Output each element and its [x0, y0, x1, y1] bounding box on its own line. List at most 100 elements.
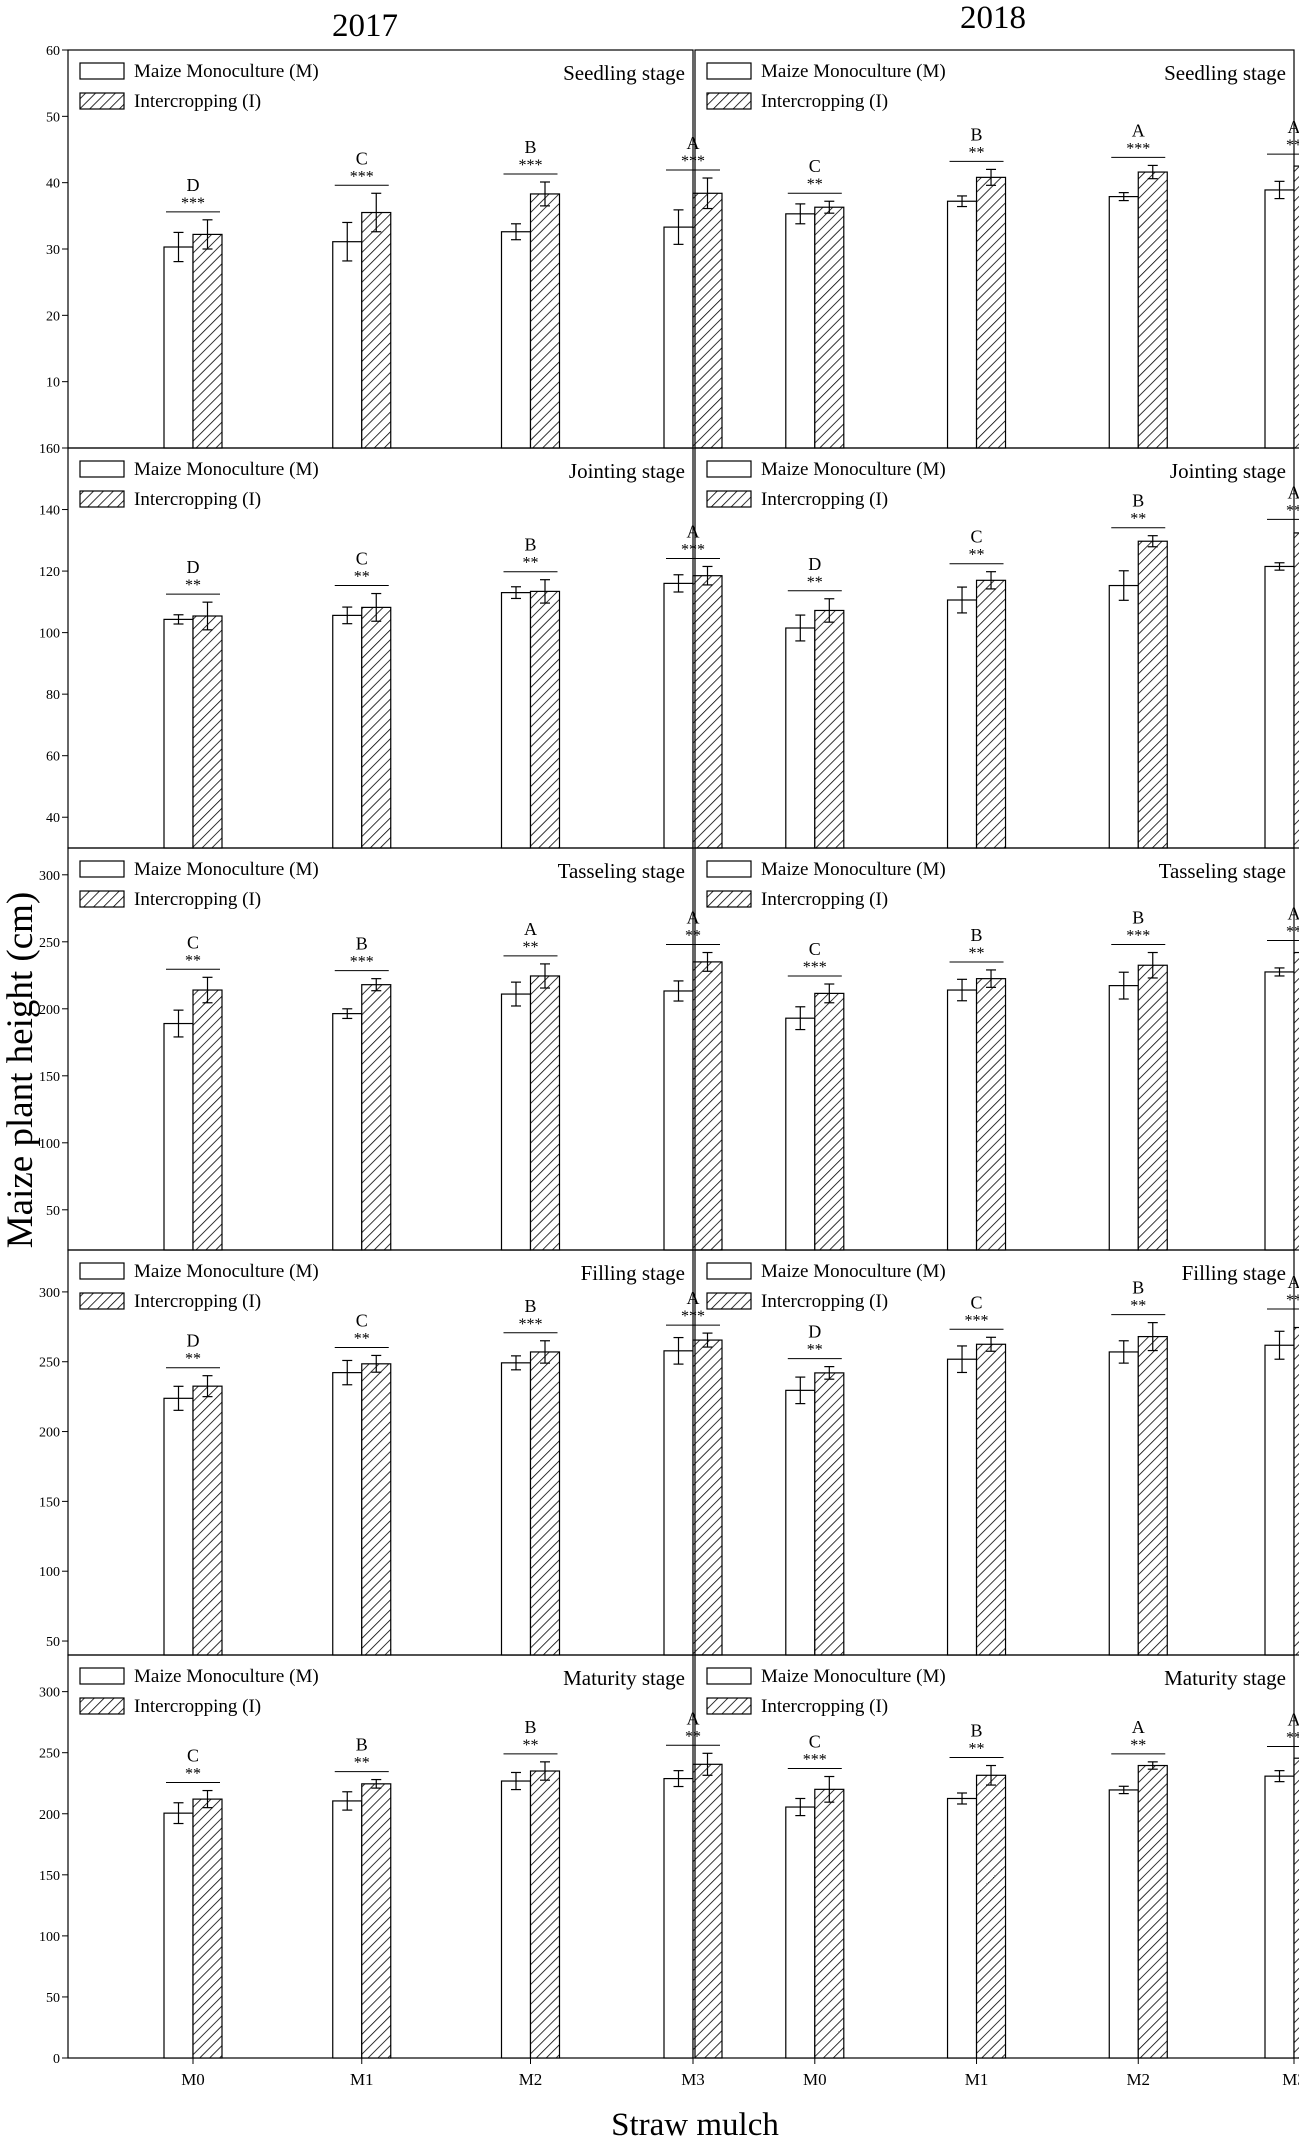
group-letter-M1: C — [356, 148, 368, 168]
bar-intercropping-M1 — [361, 1783, 392, 2059]
y-tick-label: 50 — [46, 1204, 60, 1219]
group-letter-M0: D — [187, 175, 200, 195]
legend-monoculture-label: Maize Monoculture (M) — [134, 859, 319, 880]
group-letter-M2: B — [1132, 908, 1144, 928]
significance-marker-M3: ** — [1286, 1730, 1299, 1747]
bar-monoculture-M2 — [500, 592, 532, 849]
group-letter-M3: A — [687, 1708, 700, 1728]
x-tick-label-M2: M2 — [519, 2070, 543, 2089]
bar-monoculture-M0 — [163, 1022, 194, 1251]
legend-intercropping-swatch — [79, 92, 125, 110]
legend-monoculture-label: Maize Monoculture (M) — [761, 1666, 946, 1687]
y-tick-label: 200 — [39, 1808, 60, 1823]
legend-monoculture-swatch — [706, 1667, 752, 1685]
bar-intercropping-M3 — [692, 1763, 723, 2059]
y-tick-label: 50 — [46, 1635, 60, 1650]
y-tick-label: 200 — [39, 1003, 60, 1018]
legend-intercropping-label: Intercropping (I) — [134, 489, 261, 510]
x-tick-label-M1: M1 — [965, 2070, 989, 2089]
legend-monoculture-swatch — [79, 1262, 125, 1280]
bar-monoculture-M1 — [946, 1797, 978, 2059]
bar-intercropping-M2 — [529, 193, 561, 449]
group-letter-M1: C — [356, 1310, 368, 1330]
bar-monoculture-M1 — [946, 599, 978, 849]
year-2018-title: 2018 — [960, 0, 1026, 36]
legend-intercropping-label: Intercropping (I) — [134, 91, 261, 112]
significance-marker-M2: *** — [1126, 140, 1150, 157]
significance-marker-M1: ** — [969, 547, 985, 564]
significance-marker-M0: ** — [185, 1766, 201, 1783]
bar-monoculture-M3 — [1264, 1775, 1295, 2059]
y-tick-label: 300 — [39, 1686, 60, 1701]
bar-intercropping-M0 — [192, 1385, 223, 1656]
significance-marker-M1: *** — [350, 954, 374, 971]
bar-monoculture-M2 — [1108, 1789, 1139, 2059]
group-letter-M2: B — [1132, 491, 1144, 511]
bar-monoculture-M2 — [500, 1780, 532, 2059]
bar-monoculture-M0 — [785, 1389, 816, 1656]
significance-marker-M2: ** — [523, 1737, 539, 1754]
x-tick-label-M0: M0 — [181, 2070, 205, 2089]
bar-intercropping-M1 — [975, 176, 1007, 449]
stage-label: Filling stage — [1182, 1261, 1286, 1285]
bar-intercropping-M0 — [814, 1788, 845, 2059]
x-tick-label-M1: M1 — [350, 2070, 374, 2089]
y-tick-label: 250 — [39, 936, 60, 951]
legend-monoculture-label: Maize Monoculture (M) — [761, 1261, 946, 1282]
bar-intercropping-M3 — [1293, 1757, 1299, 2059]
significance-marker-M0: ** — [807, 176, 823, 193]
significance-marker-M0: ** — [185, 577, 201, 594]
group-letter-M2: B — [524, 137, 536, 157]
bar-intercropping-M2 — [1137, 540, 1168, 849]
y-tick-label: 200 — [39, 1426, 60, 1441]
bar-monoculture-M0 — [785, 1806, 816, 2059]
panel-2017-4: 0 50 100 150 200 250 300 Maize Monoculture (M) I… — [39, 1654, 723, 2089]
stage-label: Maturity stage — [563, 1666, 685, 1690]
group-letter-M0: C — [809, 156, 821, 176]
bar-intercropping-M1 — [361, 1363, 392, 1656]
bar-monoculture-M0 — [163, 1397, 194, 1656]
bar-intercropping-M3 — [692, 961, 723, 1251]
legend-intercropping-label: Intercropping (I) — [761, 889, 888, 910]
year-2017-title: 2017 — [332, 8, 398, 44]
x-tick-label-M3: M3 — [1282, 2070, 1299, 2089]
significance-marker-M3: *** — [681, 541, 705, 558]
y-tick-label: 300 — [39, 869, 60, 884]
bar-intercropping-M3 — [1293, 165, 1299, 449]
significance-marker-M3: ** — [1286, 137, 1299, 154]
significance-marker-M3: ** — [685, 928, 701, 945]
significance-marker-M0: ** — [807, 574, 823, 591]
y-tick-label: 150 — [39, 1070, 60, 1085]
panel-2018-3: Maize Monoculture (M) Intercropping (I) Fi… — [694, 1249, 1299, 1656]
bar-intercropping-M2 — [529, 590, 561, 849]
legend-monoculture-swatch — [706, 460, 752, 478]
group-letter-M1: B — [356, 1735, 368, 1755]
bar-intercropping-M2 — [1137, 964, 1168, 1251]
y-tick-label: 140 — [39, 504, 60, 519]
bar-monoculture-M3 — [1264, 971, 1295, 1251]
significance-marker-M0: ** — [185, 1351, 201, 1368]
legend-intercropping-label: Intercropping (I) — [761, 1291, 888, 1312]
bar-monoculture-M2 — [1108, 1351, 1139, 1656]
significance-marker-M1: ** — [354, 1755, 370, 1772]
significance-marker-M2: *** — [519, 1316, 543, 1333]
bar-intercropping-M2 — [1137, 1335, 1168, 1656]
group-letter-M1: B — [971, 124, 983, 144]
bar-intercropping-M0 — [192, 1798, 223, 2059]
significance-marker-M1: *** — [350, 168, 374, 185]
group-letter-M3: A — [1288, 1272, 1299, 1292]
bar-intercropping-M2 — [529, 1770, 561, 2059]
panel-2017-3: 50 100 150 200 250 300 Maize Monoculture (M) In… — [39, 1249, 723, 1656]
panel-2018-4: Maize Monoculture (M) Intercropping (I) Ma… — [694, 1654, 1299, 2089]
bar-intercropping-M1 — [361, 984, 392, 1251]
bar-monoculture-M1 — [946, 989, 978, 1251]
legend-intercropping-swatch — [79, 890, 125, 908]
bar-intercropping-M1 — [361, 606, 392, 849]
bar-intercropping-M0 — [814, 206, 845, 449]
significance-marker-M1: *** — [965, 1312, 989, 1329]
legend-monoculture-swatch — [706, 62, 752, 80]
bar-monoculture-M0 — [163, 246, 194, 449]
legend-monoculture-label: Maize Monoculture (M) — [134, 1666, 319, 1687]
significance-marker-M0: ** — [185, 952, 201, 969]
significance-marker-M2: ** — [1130, 1298, 1146, 1315]
